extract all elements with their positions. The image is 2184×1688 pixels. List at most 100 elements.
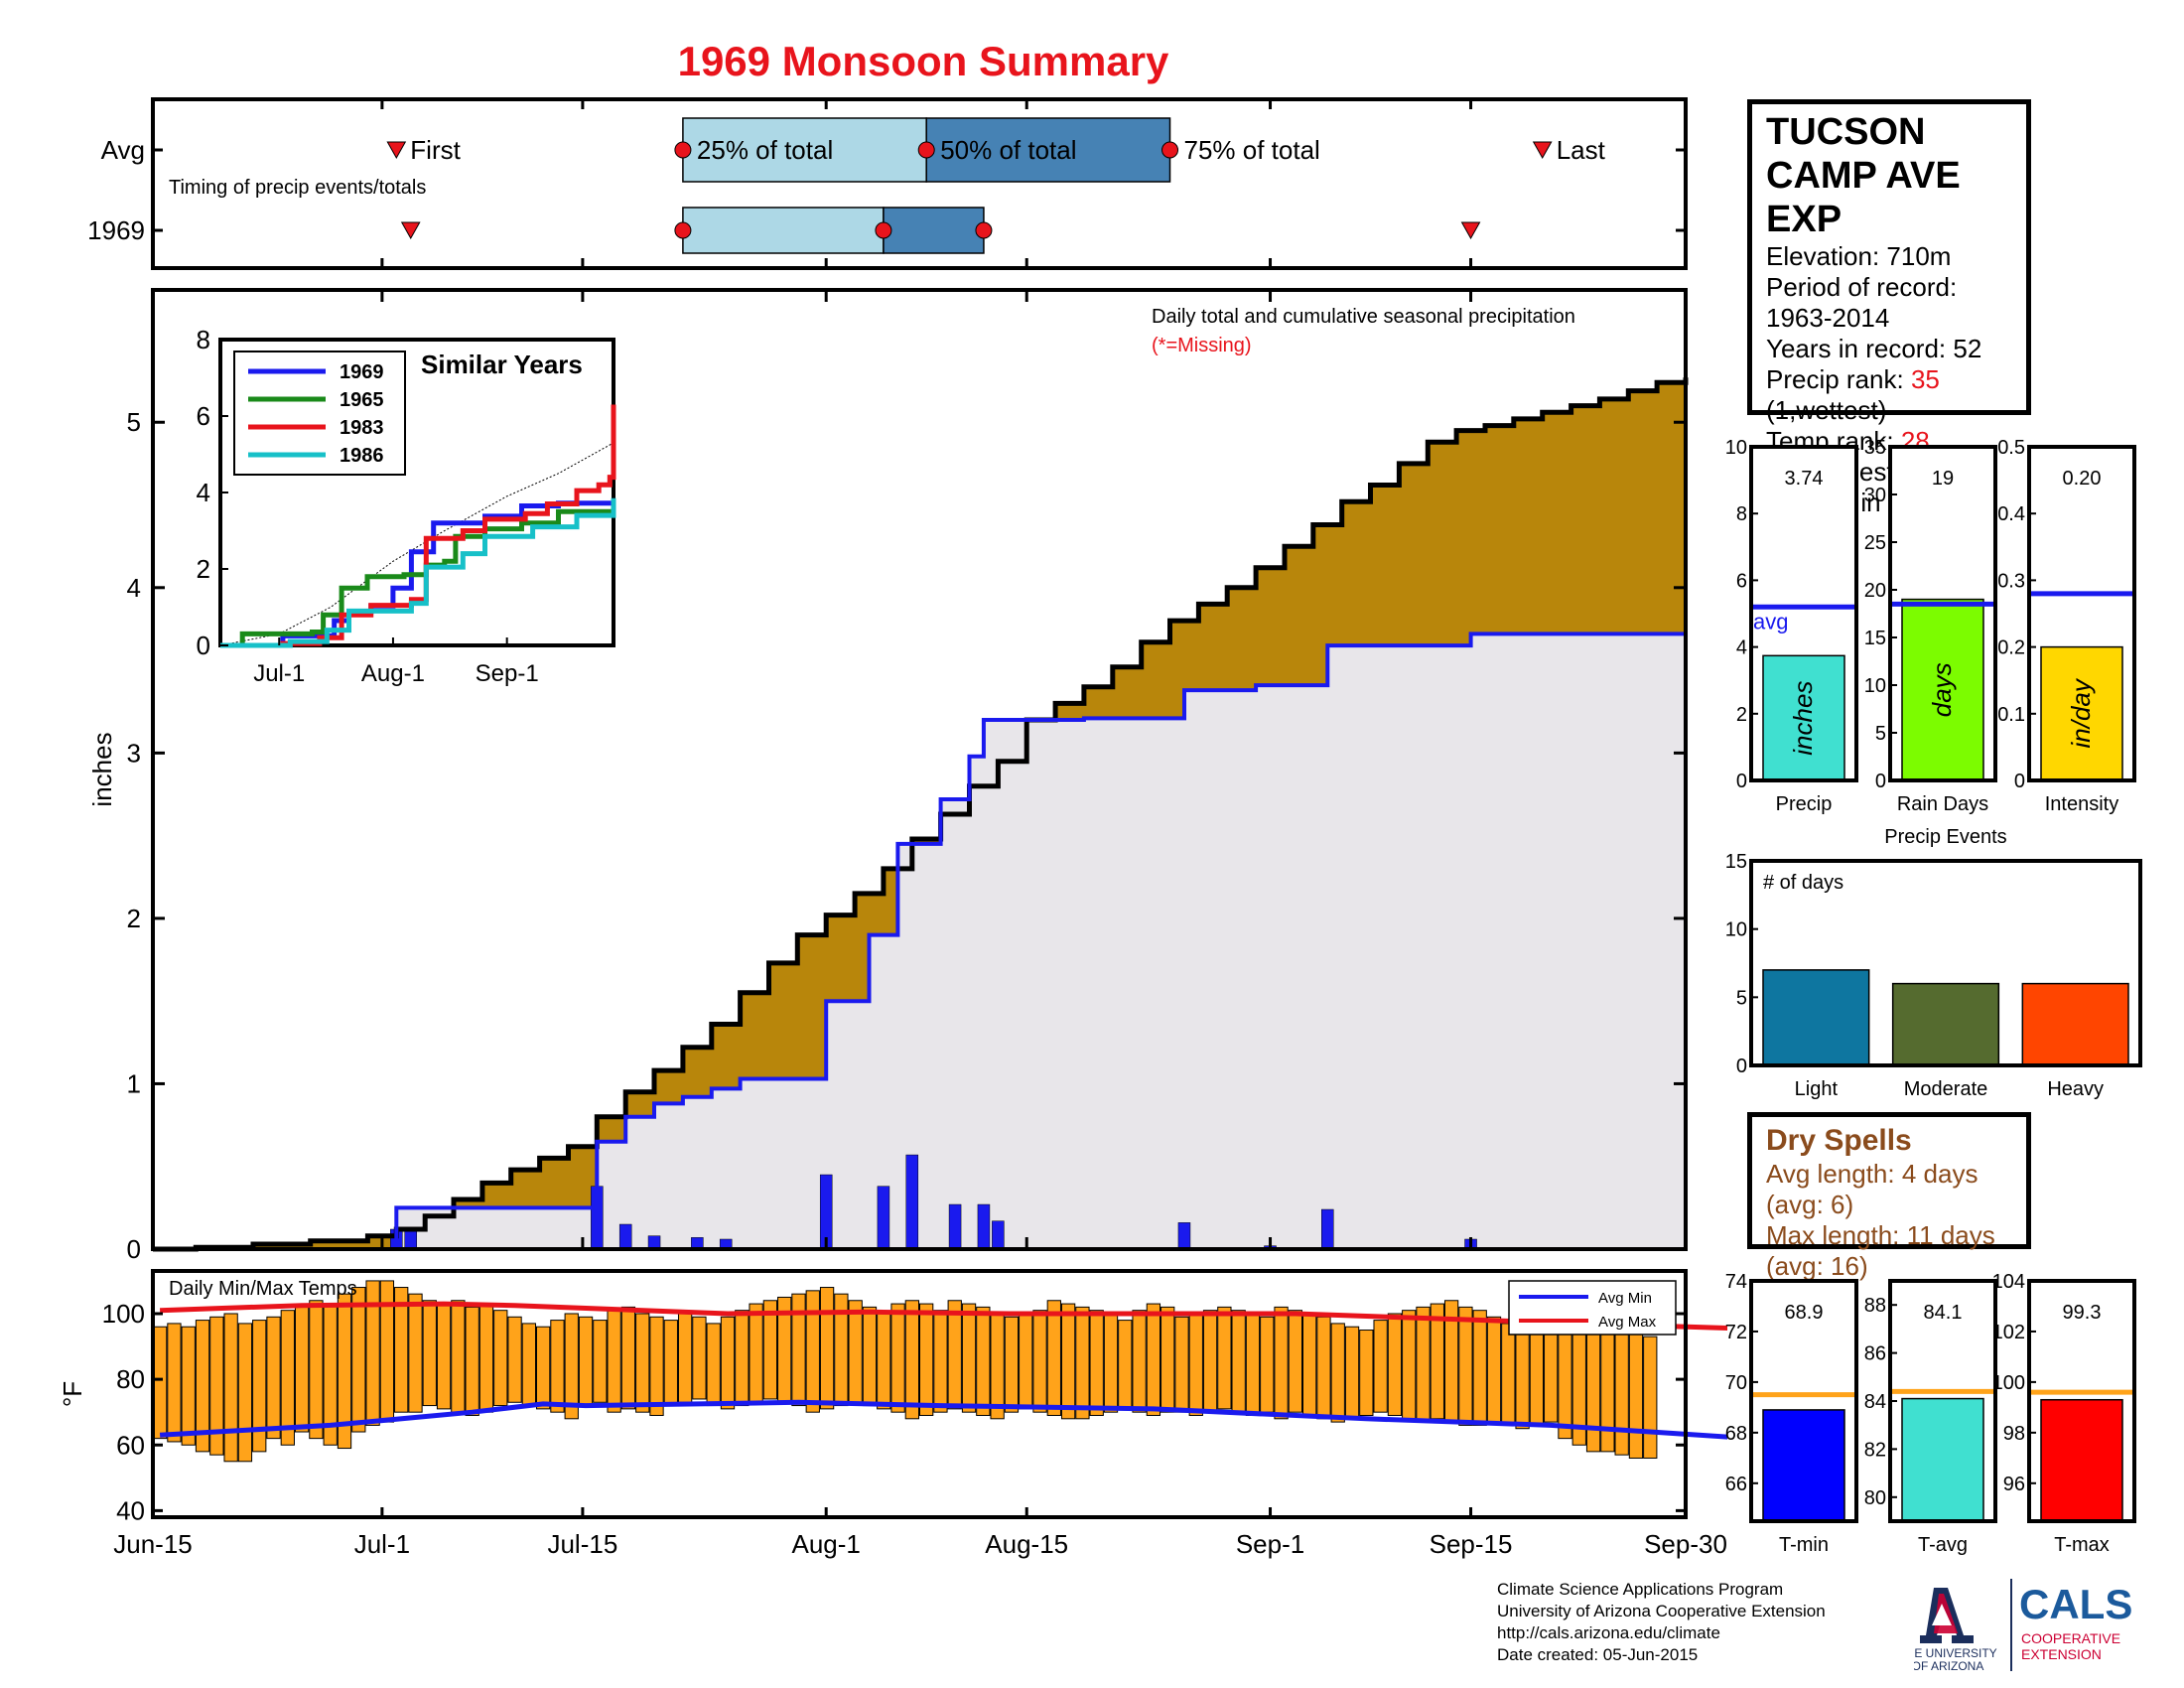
- inset-series-line: [220, 497, 616, 648]
- event-bar: [2021, 982, 2129, 1066]
- inset-avg-line: [219, 442, 614, 646]
- events-y-tick-label: 10: [1725, 919, 1747, 941]
- stat-bar-unit: inches: [1788, 681, 1818, 756]
- stat-panel-frame: [1888, 445, 1997, 782]
- daily-precip-bar: [1177, 1222, 1191, 1250]
- temp-range-bar: [805, 1290, 820, 1413]
- avg-min-line: [159, 1399, 1727, 1440]
- temp-range-bar: [1231, 1310, 1246, 1413]
- temp-range-bar: [550, 1320, 565, 1413]
- timing-percentile-marker: [875, 221, 892, 239]
- temp-range-bar: [1643, 1336, 1658, 1459]
- temp-range-bar: [195, 1320, 210, 1453]
- temp-range-bar: [507, 1316, 522, 1403]
- temp-range-bar: [1245, 1313, 1261, 1416]
- temp-range-bar: [1132, 1310, 1147, 1413]
- y-tick-label: 5: [127, 407, 141, 437]
- stat-y-tick-label: 0.1: [1997, 704, 2025, 726]
- stat-y-tick-label: 30: [1864, 485, 1886, 506]
- events-frame: [1749, 859, 2142, 1067]
- stat-y-tick-label: 74: [1725, 1271, 1747, 1293]
- daily-precip-bar: [992, 1220, 1005, 1250]
- stat-bar: [2040, 1398, 2123, 1522]
- credit-line: Climate Science Applications Program: [1497, 1580, 1784, 1599]
- temp-range-bar: [1402, 1310, 1417, 1420]
- temp-range-bar: [607, 1310, 621, 1413]
- timing-row-label: Avg: [101, 135, 145, 165]
- temp-range-bar: [1004, 1316, 1020, 1413]
- stat-y-tick-label: 72: [1725, 1322, 1747, 1343]
- temp-range-bar: [735, 1310, 750, 1407]
- timing-percentile-marker: [1161, 141, 1179, 159]
- temp-range-bar: [593, 1320, 608, 1403]
- timing-box-25-50: [682, 117, 927, 183]
- credit-line[interactable]: http://cals.arizona.edu/climate: [1497, 1623, 1720, 1642]
- temp-range-bar: [1585, 1326, 1601, 1453]
- plot-frame: [151, 288, 1688, 1251]
- station-info: TUCSON CAMP AVE EXP Elevation: 710m Peri…: [1747, 99, 2031, 548]
- temp-range-bar: [1174, 1316, 1189, 1413]
- temp-range-bar: [1501, 1323, 1516, 1426]
- stat-y-tick-label: 10: [1725, 437, 1747, 459]
- stat-y-tick-label: 0.4: [1997, 503, 2025, 525]
- temp-range-bar: [1260, 1316, 1275, 1413]
- stat-y-tick-label: 70: [1725, 1372, 1747, 1394]
- temp-range-bar: [1472, 1310, 1487, 1426]
- temp-range-bar: [422, 1300, 437, 1407]
- temp-range-bar: [933, 1310, 948, 1413]
- temp-range-bar: [819, 1287, 835, 1410]
- x-tick-label: Jul-15: [547, 1529, 617, 1559]
- inset-series-line: [220, 404, 616, 648]
- timing-caption: Timing of precip events/totals: [169, 177, 426, 199]
- season-stats-chart: 0 2 4 6 8 10 3.74 Precip inches avg 0 5 10 15 20 25 30 35…: [1725, 437, 2136, 815]
- temp-range-bar: [1032, 1310, 1047, 1413]
- stat-y-tick-label: 2: [1736, 704, 1747, 726]
- credit-line: University of Arizona Cooperative Extens…: [1497, 1602, 1826, 1620]
- timing-box-25-50: [682, 207, 885, 254]
- temp-range-bar: [663, 1320, 678, 1407]
- stat-value-label: 99.3: [2063, 1302, 2102, 1324]
- temp-range-bar: [791, 1293, 806, 1407]
- temp-range-bar: [1274, 1306, 1289, 1420]
- temp-range-bar: [564, 1313, 579, 1420]
- x-tick-label: Jul-1: [354, 1529, 410, 1559]
- y-tick-label: 3: [127, 738, 141, 768]
- y-tick-label: 2: [127, 904, 141, 933]
- stat-y-tick-label: 0: [1736, 771, 1747, 792]
- temp-range-bar: [1316, 1316, 1331, 1420]
- temp-range-bar: [280, 1310, 295, 1446]
- timing-box-50-75: [925, 117, 1171, 183]
- timing-label-first: First: [410, 135, 461, 165]
- temp-range-bar: [465, 1306, 479, 1416]
- daily-precip-bar: [977, 1203, 991, 1250]
- temp-range-bar: [1373, 1320, 1388, 1413]
- stat-y-tick-label: 0.2: [1997, 637, 2025, 659]
- temp-stats-chart: 66 68 70 72 74 68.9 T-min 80 82 84 86 88 84.1 T-avg 96…: [1725, 1271, 2136, 1556]
- daily-precip-bar: [905, 1154, 919, 1250]
- temp-range-bar: [1103, 1313, 1119, 1413]
- stat-value-label: 3.74: [1785, 468, 1824, 490]
- stat-bar: [1901, 598, 1984, 781]
- stat-panel-name: T-min: [1779, 1534, 1829, 1556]
- temp-range-bar: [167, 1323, 182, 1443]
- temp-range-bar: [1529, 1330, 1545, 1426]
- temp-range-bar: [762, 1300, 778, 1400]
- y-tick-label: 0: [127, 1234, 141, 1264]
- stat-y-tick-label: 86: [1864, 1343, 1886, 1365]
- station-period: Period of record: 1963-2014: [1766, 272, 1958, 333]
- event-category-label: Moderate: [1904, 1078, 1988, 1100]
- dry-spells-title: Dry Spells: [1766, 1124, 1912, 1157]
- events-y-tick-label: 0: [1736, 1055, 1747, 1077]
- temp-range-bar: [394, 1287, 409, 1413]
- x-tick-label: Aug-1: [792, 1529, 861, 1559]
- inset-legend-label: 1983: [340, 417, 384, 439]
- temp-range-bar: [649, 1316, 664, 1416]
- dry-spells-max: Max length: 11 days (avg: 16): [1766, 1220, 1995, 1281]
- x-tick-label: Sep-30: [1644, 1529, 1727, 1559]
- ua-logo-text: THE UNIVERSITY: [1914, 1646, 1997, 1660]
- inset-legend-label: 1969: [340, 361, 384, 383]
- logos: THE UNIVERSITY OF ARIZONA CALS COOPERATI…: [1914, 1579, 2132, 1673]
- temp-range-bar: [309, 1300, 324, 1440]
- stat-panel-frame: [1749, 445, 1858, 782]
- temp-range-bar: [749, 1303, 763, 1403]
